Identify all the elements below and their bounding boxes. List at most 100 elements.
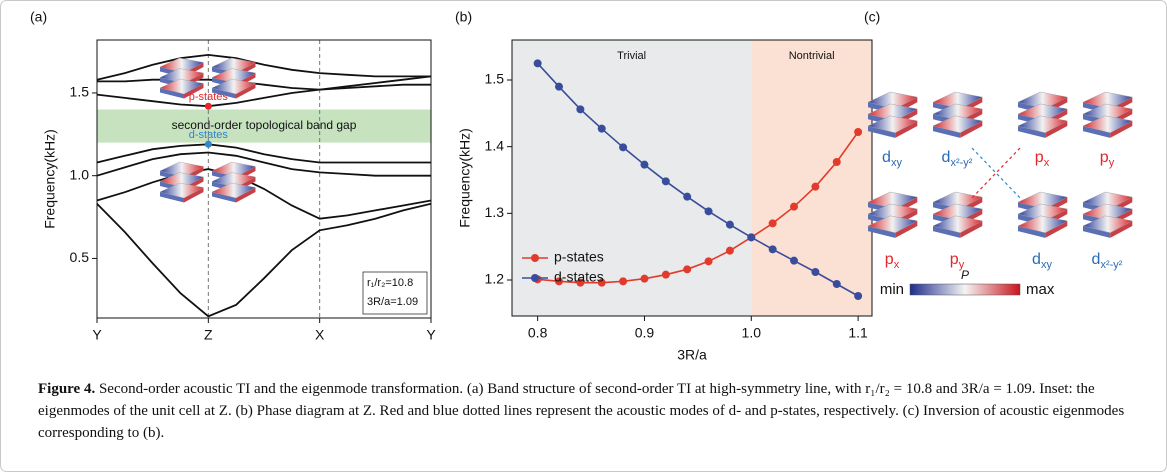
mode-label-sub: xy (1041, 259, 1053, 271)
y-tick-label: 0.5 (70, 249, 90, 265)
y-tick-label: 1.4 (485, 137, 505, 153)
series-line (537, 131, 859, 284)
mode-picture (932, 191, 983, 238)
slab-top (1082, 115, 1133, 134)
plot-frame (511, 39, 873, 317)
slab-side (1110, 220, 1133, 238)
inversion-line (971, 147, 1023, 201)
data-point (790, 202, 799, 211)
slab-side (212, 88, 236, 99)
slab-side (184, 83, 204, 99)
data-point (747, 233, 756, 242)
mode-point (204, 102, 212, 110)
slab-side (868, 226, 896, 238)
mode-label-main: p (950, 251, 959, 268)
params-text: r₁/r₂=10.8 (367, 277, 413, 289)
mode-point (204, 140, 212, 148)
data-point (619, 277, 628, 286)
slab-side (1110, 120, 1133, 138)
slab-side (1045, 220, 1068, 238)
panel-label: (a) (30, 9, 47, 25)
data-point (725, 246, 734, 255)
slab-side (236, 83, 256, 99)
panel-label: (b) (455, 9, 472, 25)
y-tick-label: 1.5 (485, 71, 505, 87)
mode-picture (159, 161, 205, 203)
data-point (683, 192, 692, 201)
data-point (811, 268, 820, 276)
mode-picture (1082, 191, 1133, 238)
slab-top (932, 115, 983, 134)
mode-picture (1017, 91, 1068, 138)
mode-picture (211, 161, 257, 203)
mode-label-sub: y (959, 259, 965, 271)
mode-label: dxy (882, 149, 902, 169)
data-point (533, 59, 542, 68)
data-point (854, 292, 863, 300)
x-tick-label: Y (92, 327, 102, 343)
data-point (576, 278, 585, 287)
panel-label: (c) (864, 9, 880, 25)
x-tick-label: Y (426, 327, 436, 343)
data-point (661, 270, 670, 279)
y-tick-label: 1.0 (70, 166, 90, 182)
slab-top (211, 78, 257, 95)
data-point (790, 256, 799, 265)
mode-label-main: p (1100, 149, 1109, 166)
slab-side (236, 187, 256, 203)
slab-side (895, 120, 918, 138)
x-tick-label: 1.0 (742, 325, 762, 341)
data-point (768, 245, 777, 254)
plot-frame (96, 39, 432, 319)
slab-side (933, 226, 961, 238)
data-point (854, 128, 863, 136)
mode-label-main: d (882, 149, 891, 166)
params-text: 3R/a=1.09 (367, 296, 418, 308)
mode-label-main: p (1035, 149, 1044, 166)
mode-label: dx²-y² (942, 149, 973, 169)
data-point (619, 143, 628, 152)
inversion-line (969, 147, 1021, 201)
slab-side (160, 192, 184, 203)
slab-top (211, 182, 257, 199)
slab-side (895, 220, 918, 238)
region (751, 40, 872, 316)
slab-top (867, 215, 918, 234)
colorbar-title: P (961, 268, 969, 282)
data-point (725, 220, 734, 229)
series-line (96, 168, 432, 220)
band-gap (97, 109, 431, 143)
mode-label-sub: x (1044, 157, 1050, 169)
slab-side (184, 187, 204, 203)
mode-label: px (1035, 149, 1050, 169)
mode-label: py (1100, 149, 1115, 169)
y-axis-label: Frequency(kHz) (42, 129, 58, 229)
slab-top (1017, 115, 1068, 134)
data-point (597, 124, 606, 133)
mode-picture (932, 91, 983, 138)
slab-top (932, 215, 983, 234)
mode-label-main: d (1092, 251, 1101, 268)
mode-picture (867, 191, 918, 238)
slab-side (960, 220, 983, 238)
x-tick-label: 0.9 (635, 325, 655, 341)
mode-picture (211, 57, 257, 99)
x-axis-label: 3R/a (677, 347, 707, 363)
data-point (704, 257, 713, 266)
mode-label-sub: x²-y² (1100, 259, 1122, 271)
data-point (811, 182, 820, 191)
slab-side (1018, 126, 1046, 138)
mode-label-sub: y (1109, 157, 1115, 169)
data-point (597, 278, 606, 287)
mode-picture (1017, 191, 1068, 238)
series-line (96, 53, 431, 81)
legend-label: d-states (554, 269, 604, 285)
region (512, 40, 752, 316)
slab-top (159, 78, 205, 95)
x-tick-label: 0.8 (528, 325, 548, 341)
legend-marker (531, 254, 539, 262)
slab-side (1083, 226, 1111, 238)
params-box (362, 271, 428, 315)
slab-side (1018, 226, 1046, 238)
data-point (661, 177, 670, 186)
